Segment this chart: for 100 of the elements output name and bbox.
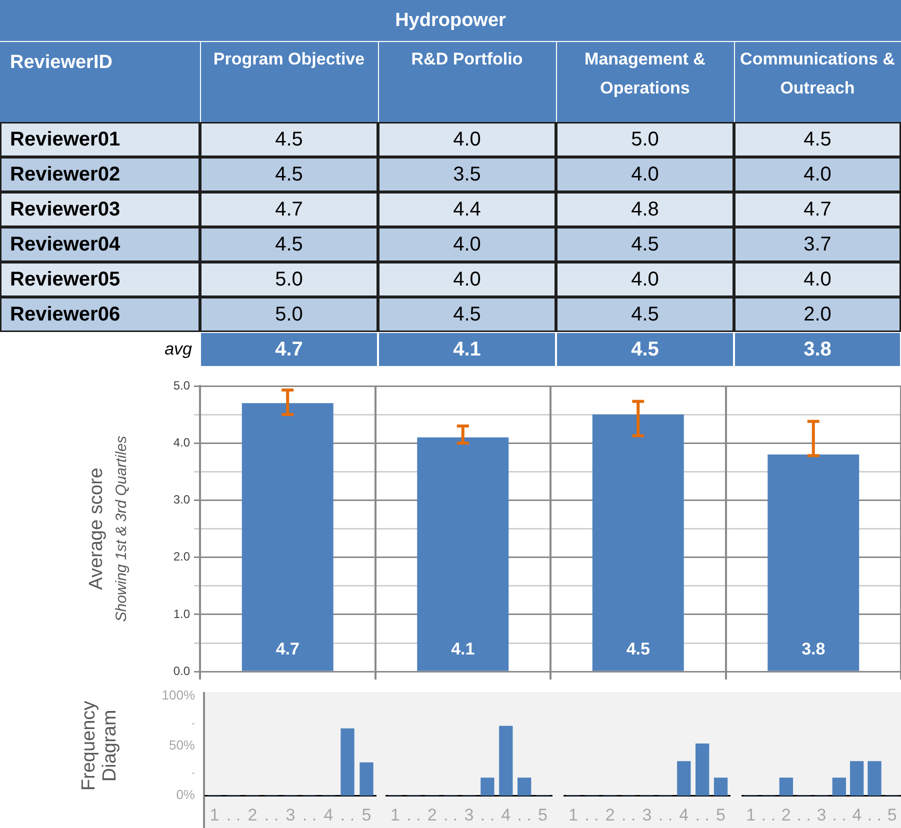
x-tick-label: 3: [816, 805, 826, 824]
x-tick-label: . .: [226, 805, 241, 824]
bar: [696, 743, 710, 796]
data-label: 4.7: [804, 198, 832, 221]
x-tick-label: 5: [362, 805, 372, 824]
y-tick-label: Reviewer01: [10, 128, 120, 151]
chart-title: Hydropower: [395, 10, 507, 32]
x-tick-label: . .: [443, 805, 458, 824]
y-tick-label: 2.0: [173, 550, 190, 564]
data-label: 4.5: [275, 128, 303, 151]
x-tick-label: 2: [248, 805, 258, 824]
x-tick-label: . .: [621, 805, 636, 824]
y-axis-title: ReviewerID: [10, 52, 112, 74]
data-label: 5.0: [275, 304, 303, 326]
x-tick-label: 1: [746, 805, 756, 824]
y-tick-label: 5.0: [173, 378, 190, 392]
y-axis-title: Average score: [86, 468, 108, 590]
x-tick-label: Management & Operations: [584, 50, 706, 98]
y-tick-label: 4.0: [173, 435, 190, 450]
bar: [592, 414, 684, 671]
data-label: 4.1: [453, 338, 481, 361]
x-tick-label: . .: [695, 805, 710, 824]
x-tick-label: 2: [605, 805, 615, 824]
data-label: 4.5: [275, 164, 303, 186]
y-tick-label: 100%: [162, 687, 196, 702]
data-label: 4.0: [804, 164, 832, 186]
x-tick-label: 4: [852, 805, 862, 824]
x-tick-label: 4: [501, 805, 511, 824]
x-tick-label: 4: [324, 805, 334, 824]
data-label: 4.5: [631, 304, 659, 326]
bar: [677, 761, 691, 796]
x-tick-label: . .: [832, 805, 846, 824]
data-label: 4.5: [631, 234, 659, 256]
data-label: 4.4: [453, 198, 481, 221]
data-label: 4.7: [275, 198, 303, 221]
x-tick-label: Program Objective: [213, 50, 365, 69]
x-tick-label: 1: [568, 805, 578, 824]
data-label: 4.0: [804, 268, 832, 291]
data-label: 3.5: [453, 164, 481, 186]
x-tick-label: R&D Portfolio: [411, 50, 523, 69]
data-label: 3.8: [804, 338, 832, 361]
y-tick-label: 0%: [176, 787, 196, 802]
x-tick-label: 5: [887, 805, 897, 824]
bar: [714, 778, 728, 796]
x-tick-label: 1: [210, 805, 220, 824]
x-tick-label: 5: [538, 805, 548, 824]
y-tick-label: 1.0: [173, 606, 190, 621]
bar: [417, 437, 509, 671]
y-tick-label: Reviewer06: [10, 304, 120, 326]
y-tick-label: Reviewer04: [10, 234, 121, 256]
bar: [340, 728, 354, 796]
y-tick-label: 3.0: [173, 492, 190, 507]
y-tick-label: Reviewer02: [10, 164, 120, 186]
y-tick-label: Reviewer05: [10, 268, 120, 291]
x-tick-label: 3: [286, 805, 296, 824]
data-label: 3.7: [804, 234, 832, 256]
x-tick-label: . .: [264, 805, 279, 824]
data-label: 4.0: [453, 234, 481, 256]
bar: [768, 454, 860, 671]
data-label: 5.0: [275, 268, 303, 291]
y-axis-title: Frequency Diagram: [78, 700, 121, 791]
x-tick-label: . .: [584, 805, 599, 824]
y-tick-label: .: [191, 712, 195, 728]
y-tick-label: Reviewer03: [10, 198, 120, 221]
y-tick-label: .: [191, 762, 195, 778]
y-tick-label: 50%: [168, 737, 196, 752]
data-label: 4.0: [453, 128, 481, 151]
data-label: 4.5: [275, 234, 303, 256]
data-label: 4.7: [275, 338, 303, 361]
bar: [360, 762, 374, 796]
x-tick-label: . .: [406, 805, 421, 824]
data-label: 4.1: [451, 639, 475, 658]
x-tick-label: 4: [679, 805, 689, 824]
x-tick-label: . .: [302, 805, 317, 824]
x-tick-label: 1: [390, 805, 400, 824]
x-tick-label: 5: [716, 805, 726, 824]
x-tick-label: . .: [480, 805, 495, 824]
x-tick-label: 3: [642, 805, 652, 824]
data-label: 4.5: [804, 128, 832, 151]
x-tick-label: . .: [517, 805, 532, 824]
x-tick-label: Communications & Outreach: [740, 50, 895, 98]
data-label: 2.0: [804, 304, 832, 326]
x-tick-label: . .: [761, 805, 776, 824]
data-label: 4.0: [631, 164, 659, 186]
data-label: 3.8: [802, 639, 826, 658]
x-tick-label: 3: [464, 805, 474, 824]
y-tick-label: avg: [164, 340, 193, 359]
bar: [242, 403, 334, 671]
data-label: 4.8: [631, 198, 659, 221]
data-label: 4.0: [453, 268, 481, 291]
x-tick-label: . .: [658, 805, 673, 824]
data-label: 4.0: [631, 268, 659, 291]
y-tick-label: 0.0: [173, 664, 190, 678]
text: Showing 1st & 3rd Quartiles: [113, 435, 130, 622]
x-tick-label: . .: [796, 805, 811, 824]
x-tick-label: . .: [867, 805, 882, 824]
x-tick-label: 2: [781, 805, 791, 824]
x-tick-label: . .: [340, 805, 355, 824]
data-label: 4.5: [631, 338, 659, 361]
x-tick-label: 2: [427, 805, 437, 824]
